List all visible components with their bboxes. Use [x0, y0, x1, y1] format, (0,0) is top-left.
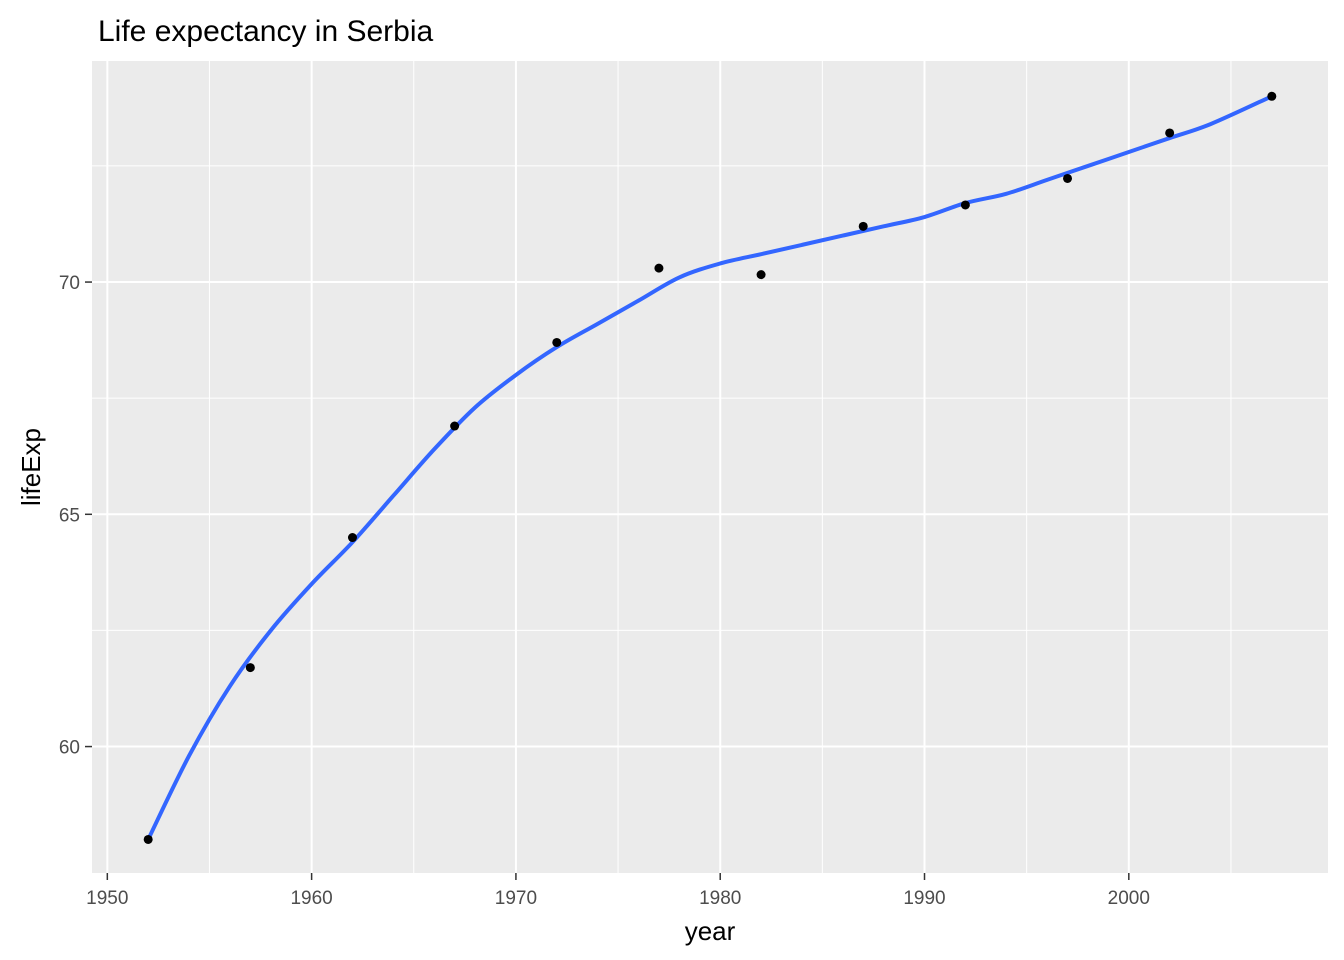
y-axis-title: lifeExp [16, 428, 46, 506]
data-point [1063, 173, 1073, 183]
data-point [450, 421, 460, 431]
smooth-layer [146, 94, 1274, 842]
data-point [347, 533, 357, 543]
data-point [1267, 91, 1277, 101]
data-point [143, 834, 153, 844]
data-point [1165, 128, 1175, 138]
data-point [858, 221, 868, 231]
data-point [960, 200, 970, 210]
x-axis-title: year [685, 916, 736, 946]
y-axis: 60 65 70 [59, 273, 92, 759]
x-tick-label: 1990 [903, 888, 945, 909]
smooth-trend-line [146, 94, 1274, 842]
points-layer [143, 91, 1277, 844]
x-tick-label: 1960 [290, 888, 332, 909]
x-tick-label: 1980 [699, 888, 741, 909]
x-tick-label: 2000 [1108, 888, 1150, 909]
x-axis: 1950 1960 1970 1980 1990 2000 [86, 873, 1150, 909]
plot-panel [92, 61, 1328, 873]
chart-title: Life expectancy in Serbia [98, 15, 434, 48]
data-point [245, 663, 255, 673]
major-gridlines [92, 61, 1328, 873]
x-tick-label: 1950 [86, 888, 128, 909]
data-point [552, 337, 562, 347]
data-point [756, 270, 766, 280]
data-point [654, 263, 664, 273]
y-tick-label: 70 [59, 273, 80, 294]
y-tick-label: 60 [59, 738, 80, 759]
x-tick-label: 1970 [495, 888, 537, 909]
minor-gridlines [92, 61, 1328, 873]
y-tick-label: 65 [59, 505, 80, 526]
